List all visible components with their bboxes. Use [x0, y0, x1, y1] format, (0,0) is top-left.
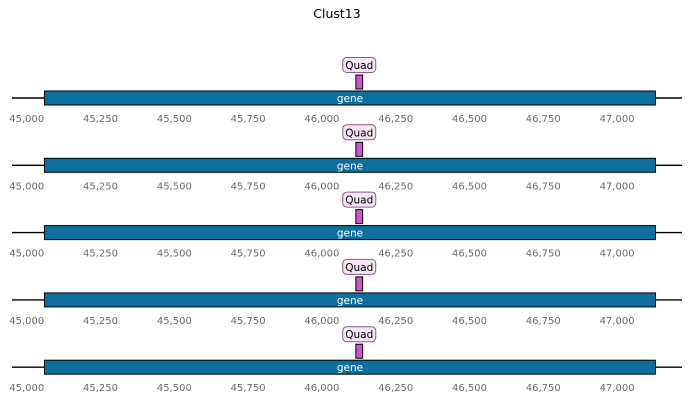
- x-tick-label: 45,250: [83, 249, 118, 260]
- x-tick-label: 45,000: [9, 316, 44, 327]
- track-2: gene Quad 45,000 45,250 45,500 45,750 46,000 46…: [9, 124, 682, 192]
- figure-title: Clust13: [313, 6, 360, 21]
- track-3: gene Quad 45,000 45,250 45,500 45,750 46,000 46…: [9, 191, 682, 260]
- x-tick-label: 46,250: [378, 249, 413, 260]
- x-tick-label: 45,000: [9, 114, 44, 125]
- x-tick-label: 46,000: [304, 316, 339, 327]
- quad-label: Quad: [345, 195, 373, 207]
- x-tick-label: 45,750: [231, 249, 266, 260]
- quad-label: Quad: [345, 329, 373, 341]
- gene-box: [43, 292, 656, 308]
- x-tick-label: 46,000: [304, 114, 339, 125]
- gene-box: [43, 90, 656, 106]
- x-tick-label: 47,000: [600, 181, 635, 192]
- quad-label: Quad: [345, 262, 373, 274]
- quad-label-box: [342, 258, 377, 275]
- quad-label: Quad: [345, 127, 373, 139]
- x-tick-label: 46,000: [304, 181, 339, 192]
- quad-label-box: [342, 57, 377, 73]
- x-tick-label: 46,250: [378, 316, 413, 327]
- x-tick-label: 45,750: [231, 316, 266, 327]
- x-tick-label: 46,500: [452, 316, 487, 327]
- x-tick-label: 46,750: [526, 316, 561, 327]
- quad-feature-marker: [355, 343, 364, 359]
- x-tick-label: 46,500: [452, 383, 487, 394]
- quad-label: Quad: [345, 60, 373, 72]
- quad-feature-marker: [355, 141, 364, 157]
- quad-feature-marker: [355, 276, 364, 292]
- quad-label-box: [342, 124, 377, 141]
- x-tick-label: 45,500: [157, 249, 192, 260]
- gene-box: [43, 359, 656, 375]
- gene-label: gene: [337, 93, 363, 105]
- gene-label: gene: [337, 362, 363, 374]
- x-tick-label: 45,500: [157, 114, 192, 125]
- x-tick-label: 45,750: [231, 181, 266, 192]
- x-tick-label: 45,000: [9, 383, 44, 394]
- x-tick-label: 47,000: [600, 114, 635, 125]
- track-5: gene Quad 45,000 45,250 45,500 45,750 46,000 46…: [9, 326, 682, 394]
- x-tick-label: 47,000: [600, 383, 635, 394]
- x-tick-label: 46,750: [526, 114, 561, 125]
- quad-feature-marker: [355, 74, 364, 90]
- x-tick-label: 45,500: [157, 316, 192, 327]
- x-tick-label: 45,000: [9, 249, 44, 260]
- quad-label-box: [342, 326, 377, 343]
- x-tick-label: 45,000: [9, 181, 44, 192]
- quad-feature-marker: [355, 209, 364, 225]
- x-tick-label: 46,250: [378, 114, 413, 125]
- x-tick-label: 46,750: [526, 383, 561, 394]
- x-tick-label: 45,250: [83, 181, 118, 192]
- x-tick-label: 45,750: [231, 383, 266, 394]
- gene-label: gene: [337, 228, 363, 240]
- track-1: gene Quad 45,000 45,250 45,500 45,750 46,000 46…: [9, 57, 682, 125]
- x-tick-label: 46,000: [304, 249, 339, 260]
- x-tick-label: 47,000: [600, 249, 635, 260]
- gene-label: gene: [337, 160, 363, 172]
- gene-box: [43, 157, 656, 173]
- x-tick-label: 46,000: [304, 383, 339, 394]
- x-tick-label: 47,000: [600, 316, 635, 327]
- x-tick-label: 46,500: [452, 181, 487, 192]
- x-tick-label: 46,500: [452, 249, 487, 260]
- x-tick-label: 45,500: [157, 181, 192, 192]
- x-tick-label: 45,250: [83, 316, 118, 327]
- quad-label-box: [342, 191, 377, 208]
- track-4: gene Quad 45,000 45,250 45,500 45,750 46,000 46…: [9, 258, 682, 327]
- gene-label: gene: [337, 295, 363, 307]
- x-tick-label: 46,500: [452, 114, 487, 125]
- x-tick-label: 45,750: [231, 114, 266, 125]
- x-tick-label: 45,500: [157, 383, 192, 394]
- x-tick-label: 46,750: [526, 249, 561, 260]
- tracks-group: gene Quad 45,000 45,250 45,500 45,750 46,000 46…: [9, 57, 682, 394]
- x-tick-label: 45,250: [83, 383, 118, 394]
- x-tick-label: 45,250: [83, 114, 118, 125]
- x-tick-label: 46,250: [378, 383, 413, 394]
- x-tick-label: 46,750: [526, 181, 561, 192]
- gene-box: [43, 225, 656, 241]
- x-tick-label: 46,250: [378, 181, 413, 192]
